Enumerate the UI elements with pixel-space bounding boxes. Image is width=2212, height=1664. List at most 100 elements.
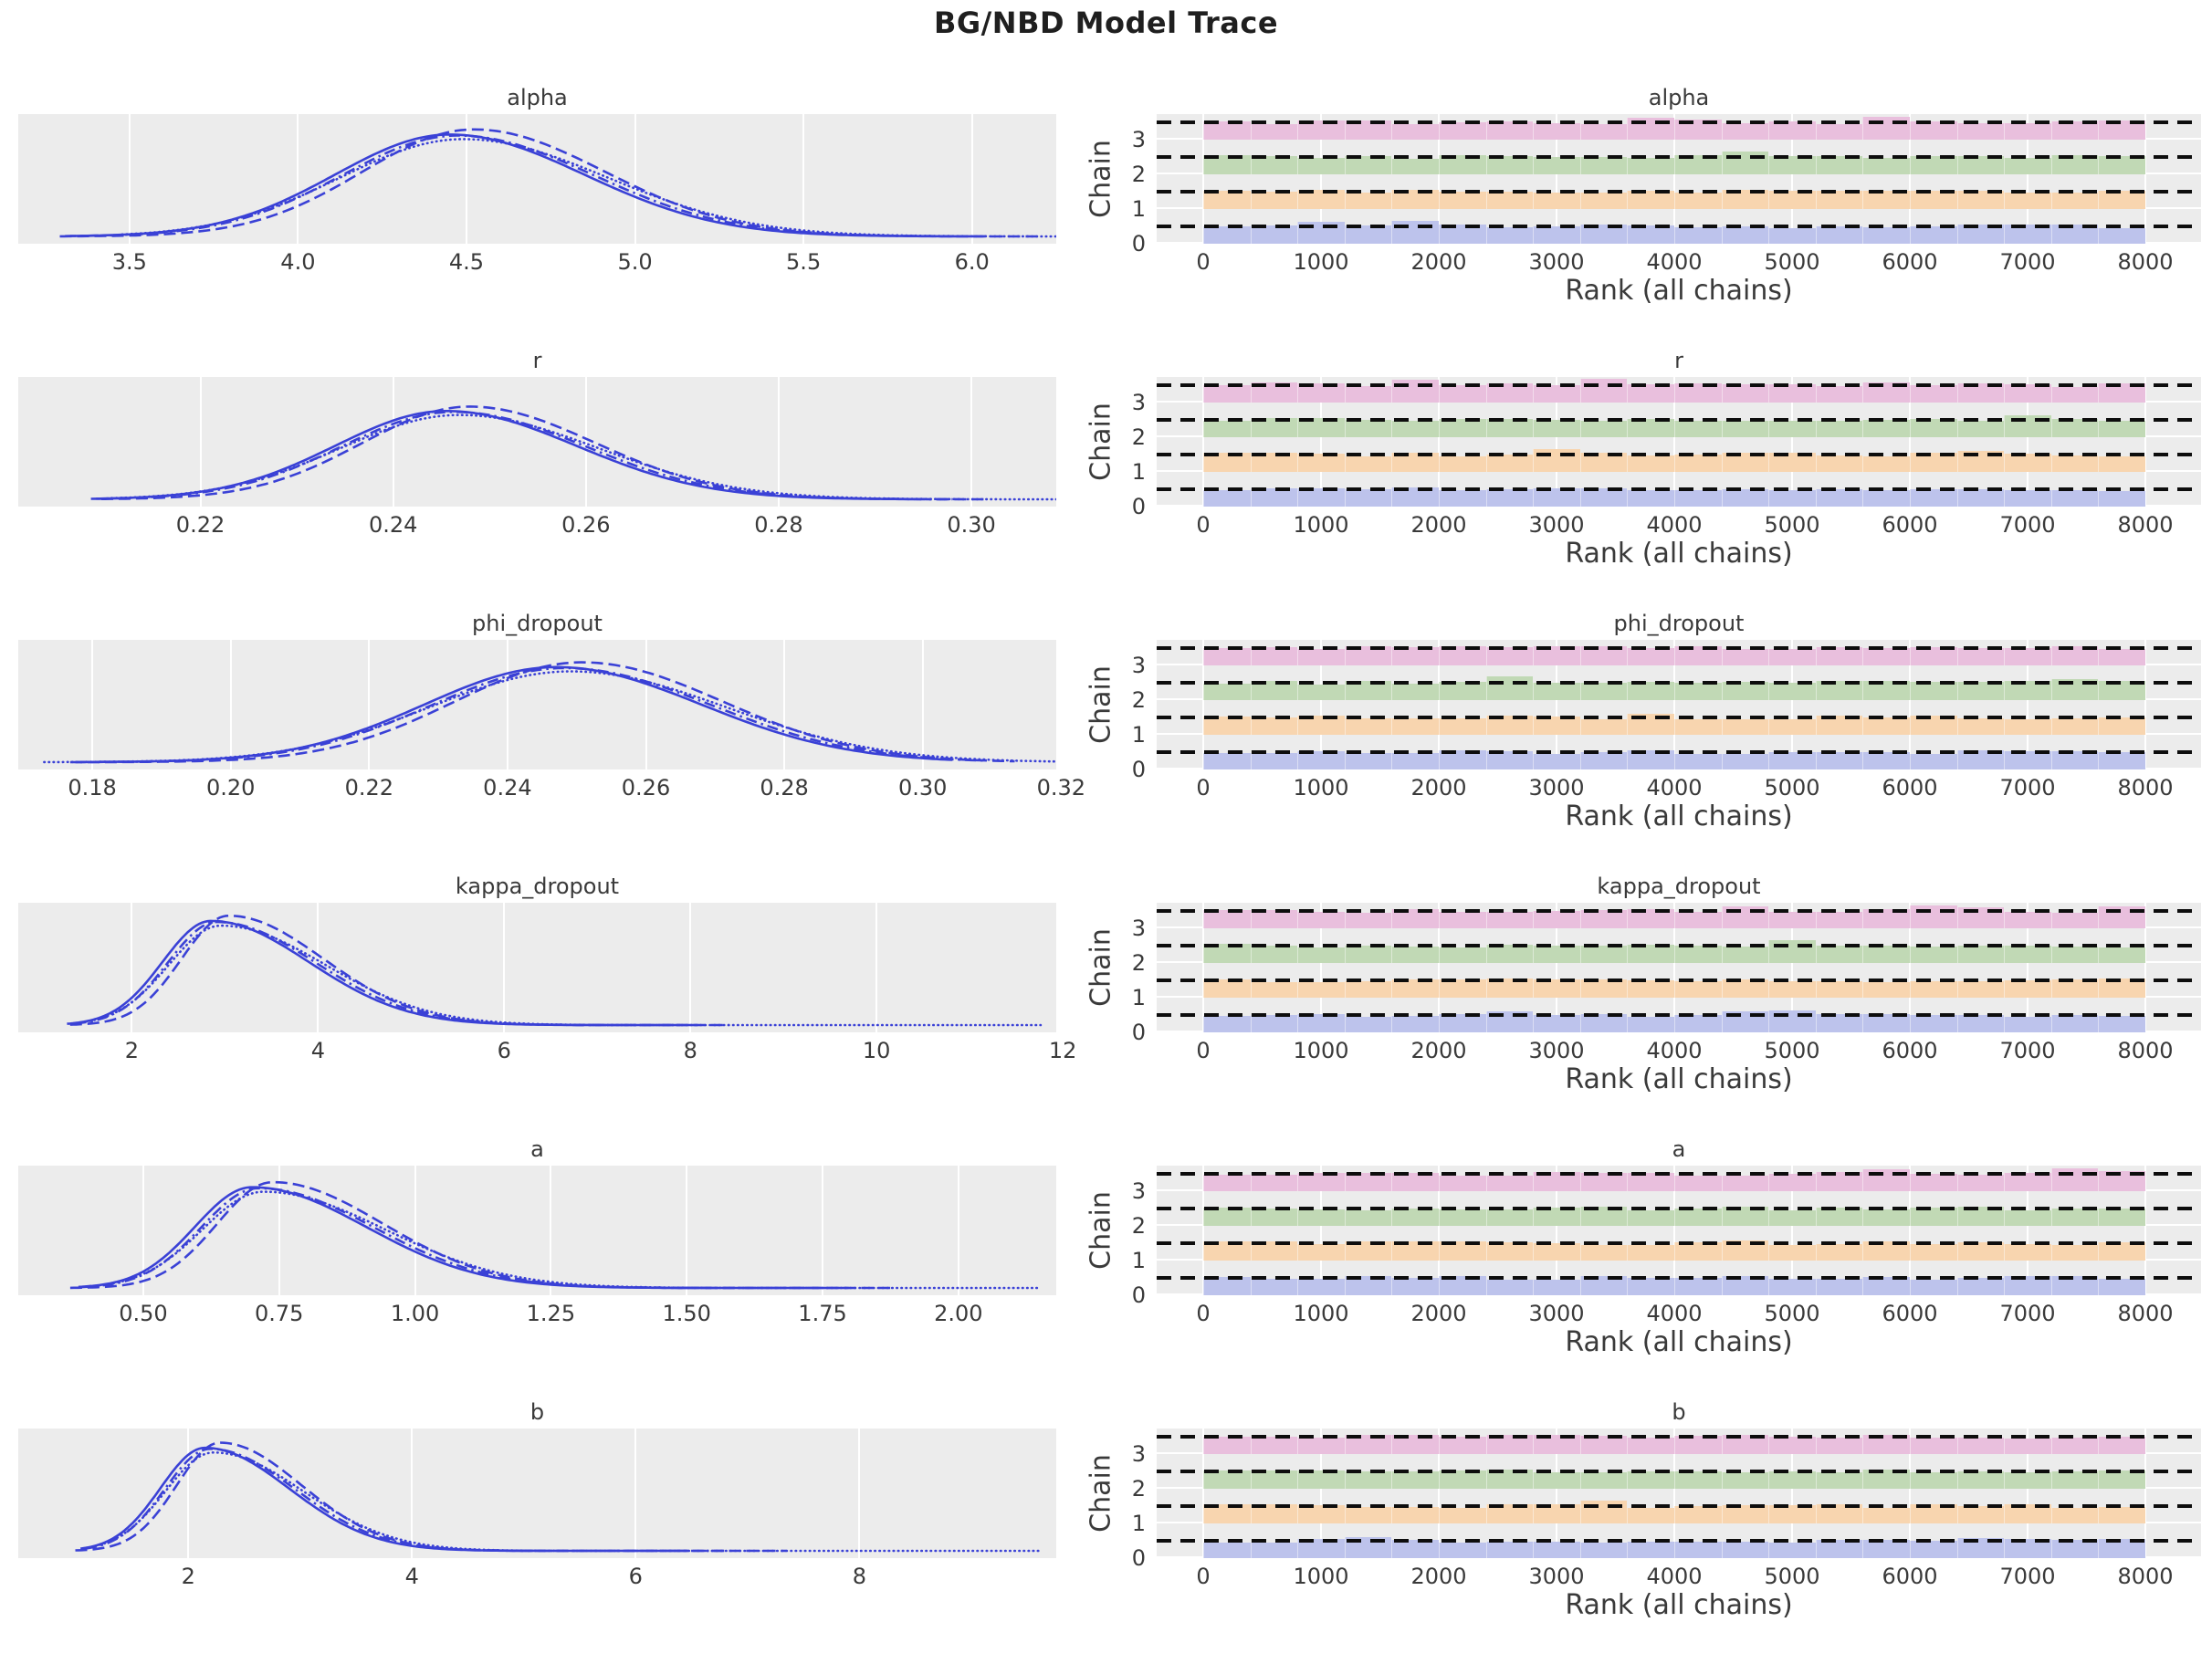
rank-bar-chain-0: [1815, 226, 1863, 244]
rank-bar-chain-1: [1815, 980, 1863, 998]
gridline: [91, 640, 94, 769]
rank-bar-chain-1: [2004, 980, 2051, 998]
expected-uniform-line: [1157, 1539, 2201, 1543]
rank-bar-chain-1: [1674, 454, 1722, 472]
chain-tick-label: 3: [1131, 652, 1146, 678]
rank-bar-chain-1: [2050, 1507, 2099, 1523]
rank-bar-chain-3: [2098, 649, 2145, 665]
rank-bar-chain-0: [2004, 489, 2051, 507]
rank-bar-chain-2: [1297, 684, 1345, 700]
x-tick-label: 4000: [1646, 775, 1703, 801]
rank-bar-chain-0: [1862, 1539, 1910, 1558]
rank-bar-chain-2: [1344, 419, 1392, 437]
kde-curve-chain-3: [79, 924, 1043, 1027]
chain-tick-label: 3: [1131, 1177, 1146, 1204]
gridline: [1909, 903, 1911, 1032]
chain-tick-label: 1: [1131, 458, 1146, 485]
x-tick-label: 8000: [2117, 512, 2174, 538]
rank-bar-chain-3: [1956, 1174, 2005, 1191]
x-tick-label: 4000: [1646, 1564, 1703, 1589]
chain-tick-label: 1: [1131, 1510, 1146, 1536]
rank-bar-chain-1: [1533, 448, 1580, 472]
chain-tick-label: 2: [1131, 1475, 1146, 1502]
rank-bar-chain-2: [1956, 1206, 2005, 1226]
x-tick-label: 2000: [1410, 512, 1467, 538]
rank-bar-chain-2: [1579, 1472, 1628, 1489]
rank-bar-chain-1: [1391, 189, 1439, 209]
rank-bar-chain-1: [1768, 718, 1816, 735]
x-tick-label: 1000: [1293, 1038, 1349, 1063]
kde-curve-chain-0: [80, 665, 953, 764]
chain-tick-label: 2: [1131, 686, 1146, 713]
rank-bar-chain-0: [1439, 1543, 1486, 1558]
rank-bar-chain-1: [1485, 716, 1534, 735]
rank-bar-chain-2: [1203, 683, 1251, 700]
kde-curve-chain-0: [69, 133, 984, 238]
rank-bar-chain-2: [2098, 420, 2145, 437]
gridline: [1438, 114, 1440, 244]
rank-bar-chain-2: [2098, 1470, 2145, 1489]
rank-bar-chain-1: [2098, 455, 2145, 472]
gridline: [1909, 1166, 1911, 1295]
gridline: [1320, 903, 1322, 1032]
rank-bar-chain-0: [1956, 225, 2005, 244]
x-tick-label: 3000: [1528, 1301, 1585, 1326]
rank-bar-chain-0: [1250, 753, 1298, 769]
rank-bar-chain-3: [1815, 123, 1863, 140]
rank-bar-chain-2: [1768, 1209, 1816, 1226]
rank-bar-chain-0: [1485, 1280, 1534, 1295]
rank-bar-chain-3: [1203, 1436, 1251, 1454]
rank-bar-chain-0: [1768, 1542, 1816, 1558]
rank-bar-chain-0: [1956, 750, 2005, 769]
rank-bar-chain-0: [1579, 225, 1628, 244]
rank-bar-chain-1: [1203, 979, 1251, 998]
rank-bar-chain-2: [1391, 1471, 1439, 1489]
gridline: [1909, 114, 1911, 244]
rank-bar-chain-1: [1203, 1503, 1251, 1523]
rank-bar-chain-3: [1203, 910, 1251, 928]
rank-bar-chain-1: [2004, 1243, 2051, 1261]
x-tick-label: 6: [497, 1038, 511, 1063]
rank-bar-chain-2: [2004, 1209, 2051, 1226]
chain-tick-label: 0: [1131, 231, 1146, 256]
rank-bar-chain-2: [1439, 1209, 1486, 1226]
rank-bar-chain-3: [1721, 1175, 1769, 1191]
rank-bar-chain-1: [2050, 979, 2099, 998]
x-tick-label: 2000: [1410, 1564, 1467, 1589]
kde-curve-chain-3: [121, 138, 1056, 238]
rank-bar-chain-3: [1250, 1174, 1298, 1191]
rank-bar-chain-0: [1344, 225, 1392, 244]
rank-bar-chain-2: [1910, 681, 1957, 700]
rank-bar-chain-1: [1250, 1504, 1298, 1523]
rank-bar-chain-2: [2004, 680, 2051, 700]
rank-bar-chain-0: [1910, 488, 1957, 507]
rank-bar-chain-1: [1344, 981, 1392, 998]
rank-bar-chain-0: [1627, 1542, 1674, 1558]
rank-bar-chain-3: [1721, 123, 1769, 140]
rank-bar-chain-0: [1203, 753, 1251, 769]
x-tick-label: 2000: [1410, 1301, 1467, 1326]
rank-bar-chain-0: [2098, 227, 2145, 244]
rank-plot: [1157, 377, 2201, 507]
rank-bar-chain-3: [1579, 646, 1628, 665]
x-tick-label: 0.18: [68, 775, 117, 801]
x-tick-label: 1000: [1293, 775, 1349, 801]
rank-bar-chain-2: [1627, 158, 1674, 174]
kde-curves: [59, 128, 1056, 238]
chain-tick-label: 0: [1131, 1020, 1146, 1045]
rank-bar-chain-3: [1297, 911, 1345, 928]
rank-plot: [1157, 1166, 2201, 1295]
rank-bar-chain-1: [1910, 1244, 1957, 1261]
x-tick-label: 7000: [1999, 1301, 2056, 1326]
gridline: [131, 903, 133, 1032]
gridline: [584, 377, 587, 507]
rank-bar-chain-0: [2004, 750, 2051, 769]
expected-uniform-line: [1157, 225, 2201, 228]
rank-bar-chain-0: [1627, 749, 1674, 769]
rank-bar-chain-3: [1203, 647, 1251, 665]
gridline: [2144, 1429, 2146, 1558]
kde-plot: [18, 1166, 1056, 1295]
x-tick-label: 0.26: [621, 775, 671, 801]
rank-bar-chain-2: [1250, 155, 1298, 174]
rank-yticks: 0 1 2 3: [1098, 640, 1146, 782]
